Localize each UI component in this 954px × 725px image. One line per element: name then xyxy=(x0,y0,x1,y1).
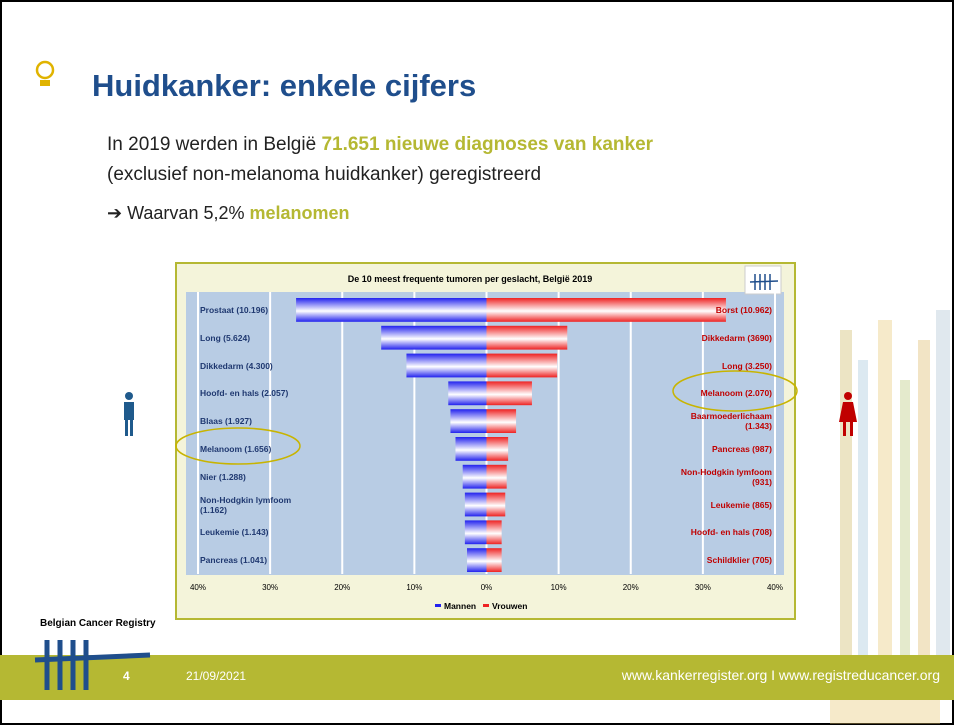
category-label: Hoofd- en hals (708) xyxy=(662,527,772,537)
x-tick-label: 10% xyxy=(406,583,422,592)
x-tick-label: 20% xyxy=(623,583,639,592)
bar xyxy=(448,381,486,405)
legend-label: Mannen xyxy=(444,601,476,611)
bar xyxy=(296,298,486,322)
category-label: Non-Hodgkin lymfoom (1.162) xyxy=(200,495,310,515)
chart: De 10 meest frequente tumoren per geslac… xyxy=(0,0,954,725)
logo xyxy=(745,266,781,294)
category-label: Blaas (1.927) xyxy=(200,416,310,426)
legend-label: Vrouwen xyxy=(492,601,527,611)
category-label: Melanoom (1.656) xyxy=(200,444,310,454)
bar xyxy=(487,548,502,572)
category-label: Prostaat (10.196) xyxy=(200,305,310,315)
bar xyxy=(450,409,486,433)
x-tick-label: 0% xyxy=(481,583,493,592)
bar xyxy=(487,465,507,489)
bar xyxy=(487,381,532,405)
category-label: Leukemie (1.143) xyxy=(200,527,310,537)
category-label: Nier (1.288) xyxy=(200,472,310,482)
bar xyxy=(487,493,506,517)
chart-title: De 10 meest frequente tumoren per geslac… xyxy=(348,274,593,284)
bar xyxy=(455,437,486,461)
bar xyxy=(467,548,486,572)
x-tick-label: 40% xyxy=(767,583,783,592)
bar xyxy=(487,437,509,461)
bar xyxy=(487,520,502,544)
bar xyxy=(487,326,568,350)
category-label: Dikkedarm (4.300) xyxy=(200,361,310,371)
legend-swatch xyxy=(483,604,489,607)
bar xyxy=(487,409,517,433)
category-label: Hoofd- en hals (2.057) xyxy=(200,388,310,398)
legend-swatch xyxy=(435,604,441,607)
x-tick-label: 30% xyxy=(695,583,711,592)
category-label: Long (3.250) xyxy=(662,361,772,371)
category-label: Baarmoederlichaam (1.343) xyxy=(662,411,772,431)
x-tick-label: 10% xyxy=(551,583,567,592)
category-label: Long (5.624) xyxy=(200,333,310,343)
bar xyxy=(463,465,487,489)
bar xyxy=(465,520,487,544)
bar xyxy=(406,354,486,378)
x-tick-label: 30% xyxy=(262,583,278,592)
bar xyxy=(465,493,487,517)
category-label: Schildklier (705) xyxy=(662,555,772,565)
category-label: Non-Hodgkin lymfoom (931) xyxy=(662,467,772,487)
category-label: Leukemie (865) xyxy=(662,500,772,510)
bar xyxy=(487,354,558,378)
slide: Huidkanker: enkele cijfers In 2019 werde… xyxy=(0,0,954,725)
category-label: Pancreas (987) xyxy=(662,444,772,454)
category-label: Pancreas (1.041) xyxy=(200,555,310,565)
x-tick-label: 40% xyxy=(190,583,206,592)
bar xyxy=(381,326,486,350)
x-tick-label: 20% xyxy=(334,583,350,592)
category-label: Borst (10.962) xyxy=(662,305,772,315)
category-label: Melanoom (2.070) xyxy=(662,388,772,398)
category-label: Dikkedarm (3690) xyxy=(662,333,772,343)
